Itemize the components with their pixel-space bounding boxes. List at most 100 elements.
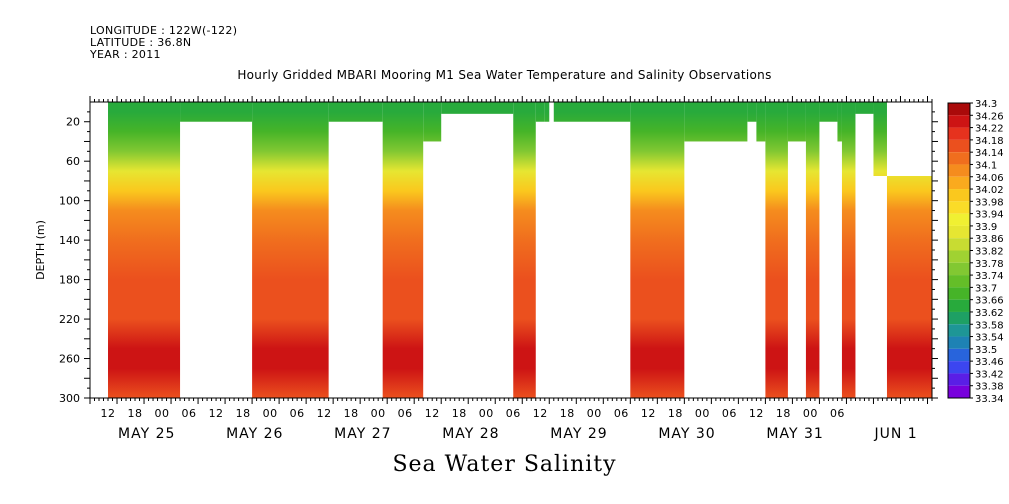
colorbar-swatch bbox=[948, 139, 970, 153]
colorbar-label: 34.02 bbox=[975, 185, 1004, 196]
colorbar-label: 34.1 bbox=[975, 160, 997, 171]
colorbar-label: 34.22 bbox=[975, 124, 1004, 135]
x-hour-label: 06 bbox=[398, 407, 413, 420]
y-tick-label: 180 bbox=[59, 274, 80, 287]
data-segment bbox=[873, 102, 887, 176]
data-segment bbox=[180, 102, 253, 122]
colorbar-label: 34.26 bbox=[975, 111, 1004, 122]
colorbar-label: 33.86 bbox=[975, 234, 1004, 245]
colorbar-label: 33.82 bbox=[975, 247, 1004, 258]
colorbar-label: 34.14 bbox=[975, 148, 1004, 159]
x-date-label: MAY 27 bbox=[334, 426, 391, 442]
x-hour-label: 12 bbox=[533, 407, 548, 420]
x-hour-label: 12 bbox=[641, 407, 656, 420]
colorbar-swatch bbox=[948, 238, 970, 251]
data-segment bbox=[328, 102, 383, 122]
y-tick-label: 140 bbox=[59, 234, 80, 247]
y-tick-label: 20 bbox=[66, 116, 80, 129]
colorbar-label: 33.9 bbox=[975, 222, 997, 233]
data-segment bbox=[841, 102, 856, 398]
colorbar-swatch bbox=[948, 299, 970, 312]
x-hour-label: 06 bbox=[614, 407, 629, 420]
data-segment bbox=[855, 102, 874, 114]
colorbar-label: 34.18 bbox=[975, 136, 1004, 147]
x-hour-label: 12 bbox=[101, 407, 116, 420]
y-tick-label: 300 bbox=[59, 392, 80, 405]
x-hour-label: 06 bbox=[182, 407, 197, 420]
x-hour-label: 12 bbox=[317, 407, 332, 420]
colorbar-swatch bbox=[948, 213, 970, 226]
x-hour-label: 00 bbox=[371, 407, 386, 420]
x-hour-label: 06 bbox=[506, 407, 521, 420]
data-segment bbox=[108, 102, 181, 398]
colorbar-label: 33.58 bbox=[975, 320, 1004, 331]
colorbar-label: 33.78 bbox=[975, 259, 1004, 270]
colorbar-swatch bbox=[948, 127, 970, 140]
colorbar-swatch bbox=[948, 324, 970, 337]
x-hour-label: 12 bbox=[209, 407, 224, 420]
plot-frame bbox=[89, 101, 933, 399]
x-date-label: MAY 25 bbox=[118, 426, 175, 442]
data-segment bbox=[382, 102, 424, 398]
colorbar-swatch bbox=[948, 225, 970, 239]
colorbar-swatch bbox=[948, 262, 970, 276]
colorbar-swatch bbox=[948, 361, 970, 374]
data-segment bbox=[886, 176, 932, 398]
colorbar-swatch bbox=[948, 164, 970, 177]
colorbar-swatch bbox=[948, 336, 970, 349]
x-hour-label: 00 bbox=[695, 407, 710, 420]
data-segment bbox=[423, 102, 442, 142]
data-segment bbox=[837, 102, 842, 142]
colorbar-label: 33.94 bbox=[975, 210, 1004, 221]
data-segment bbox=[765, 102, 788, 398]
x-hour-label: 18 bbox=[668, 407, 683, 420]
x-hour-label: 00 bbox=[587, 407, 602, 420]
colorbar-swatch bbox=[948, 189, 970, 202]
x-date-label: MAY 30 bbox=[658, 426, 715, 442]
x-date-label: MAY 26 bbox=[226, 426, 283, 442]
colorbar-label: 33.42 bbox=[975, 369, 1004, 380]
data-segment bbox=[513, 102, 536, 398]
x-hour-label: 06 bbox=[830, 407, 845, 420]
y-axis-label: DEPTH (m) bbox=[34, 220, 47, 280]
colorbar-label: 34.3 bbox=[975, 99, 997, 110]
x-date-label: MAY 31 bbox=[766, 426, 823, 442]
latitude-label: LATITUDE : 36.8N bbox=[90, 36, 192, 49]
colorbar-label: 33.54 bbox=[975, 333, 1004, 344]
x-hour-label: 06 bbox=[290, 407, 305, 420]
data-segment bbox=[535, 102, 545, 122]
x-hour-label: 06 bbox=[722, 407, 737, 420]
colorbar-label: 33.74 bbox=[975, 271, 1004, 282]
colorbar-label: 33.34 bbox=[975, 394, 1004, 405]
colorbar-swatch bbox=[948, 275, 970, 288]
x-hour-label: 00 bbox=[263, 407, 278, 420]
x-hour-label: 00 bbox=[155, 407, 170, 420]
colorbar-label: 33.66 bbox=[975, 296, 1004, 307]
data-segment bbox=[787, 102, 806, 142]
x-hour-label: 18 bbox=[344, 407, 359, 420]
x-hour-label: 12 bbox=[425, 407, 440, 420]
x-hour-label: 00 bbox=[803, 407, 818, 420]
data-segment bbox=[630, 102, 685, 398]
y-tick-label: 220 bbox=[59, 313, 80, 326]
colorbar-label: 33.5 bbox=[975, 345, 997, 356]
x-hour-label: 18 bbox=[128, 407, 143, 420]
x-hour-label: 00 bbox=[479, 407, 494, 420]
x-hour-label: 18 bbox=[560, 407, 575, 420]
x-date-label: MAY 29 bbox=[550, 426, 607, 442]
colorbar-swatch bbox=[948, 115, 970, 128]
longitude-label: LONGITUDE : 122W(-122) bbox=[90, 24, 238, 37]
data-segment bbox=[805, 102, 820, 398]
y-tick-label: 260 bbox=[59, 353, 80, 366]
colorbar-swatch bbox=[948, 348, 970, 362]
colorbar-swatch bbox=[948, 201, 970, 214]
colorbar-label: 33.46 bbox=[975, 357, 1004, 368]
data-segment bbox=[684, 102, 748, 142]
colorbar-label: 34.06 bbox=[975, 173, 1004, 184]
colorbar-swatch bbox=[948, 287, 970, 300]
data-segment bbox=[553, 102, 631, 122]
x-hour-label: 18 bbox=[236, 407, 251, 420]
data-segment bbox=[819, 102, 838, 122]
colorbar-swatch bbox=[948, 385, 970, 398]
colorbar-label: 33.7 bbox=[975, 283, 997, 294]
